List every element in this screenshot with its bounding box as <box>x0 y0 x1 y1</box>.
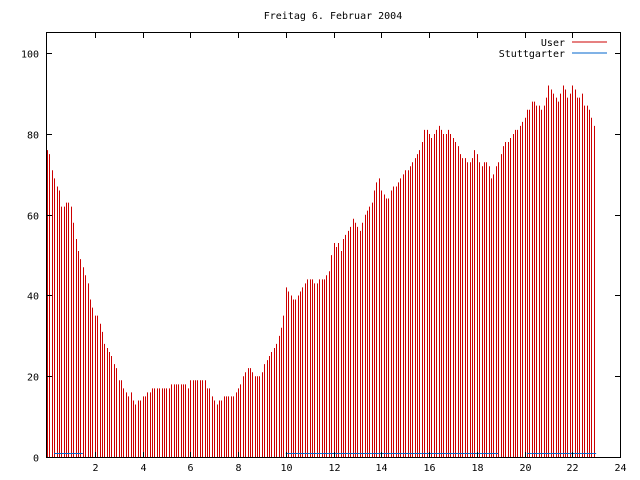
x-axis: 2 4 6 8 10 12 14 16 18 20 22 24 <box>92 33 627 474</box>
x-tick-label: 2 <box>92 463 98 474</box>
x-tick-label: 6 <box>187 463 193 474</box>
x-tick-label: 10 <box>280 463 292 474</box>
x-tick-label: 18 <box>471 463 483 474</box>
legend-label-user: User <box>541 38 565 49</box>
legend-label-stuttgarter: Stuttgarter <box>499 49 565 60</box>
y-tick-label: 40 <box>27 292 39 303</box>
y-tick-label: 20 <box>27 373 39 384</box>
x-tick-label: 14 <box>375 463 387 474</box>
y-tick-label: 60 <box>27 212 39 223</box>
y-tick-label: 100 <box>21 50 39 61</box>
chart-title: Freitag 6. Februar 2004 <box>264 11 402 22</box>
x-tick-label: 22 <box>566 463 578 474</box>
x-tick-label: 12 <box>328 463 340 474</box>
plot-frame <box>46 32 621 458</box>
legend: User Stuttgarter <box>499 38 607 60</box>
y-tick-label: 0 <box>33 454 39 465</box>
x-tick-label: 8 <box>235 463 241 474</box>
x-tick-label: 24 <box>614 463 626 474</box>
x-tick-label: 4 <box>140 463 146 474</box>
x-tick-label: 20 <box>519 463 531 474</box>
y-tick-label: 80 <box>27 131 39 142</box>
x-tick-label: 16 <box>423 463 435 474</box>
user-series <box>47 85 595 457</box>
y-axis: 0 20 40 60 80 100 <box>21 50 620 465</box>
